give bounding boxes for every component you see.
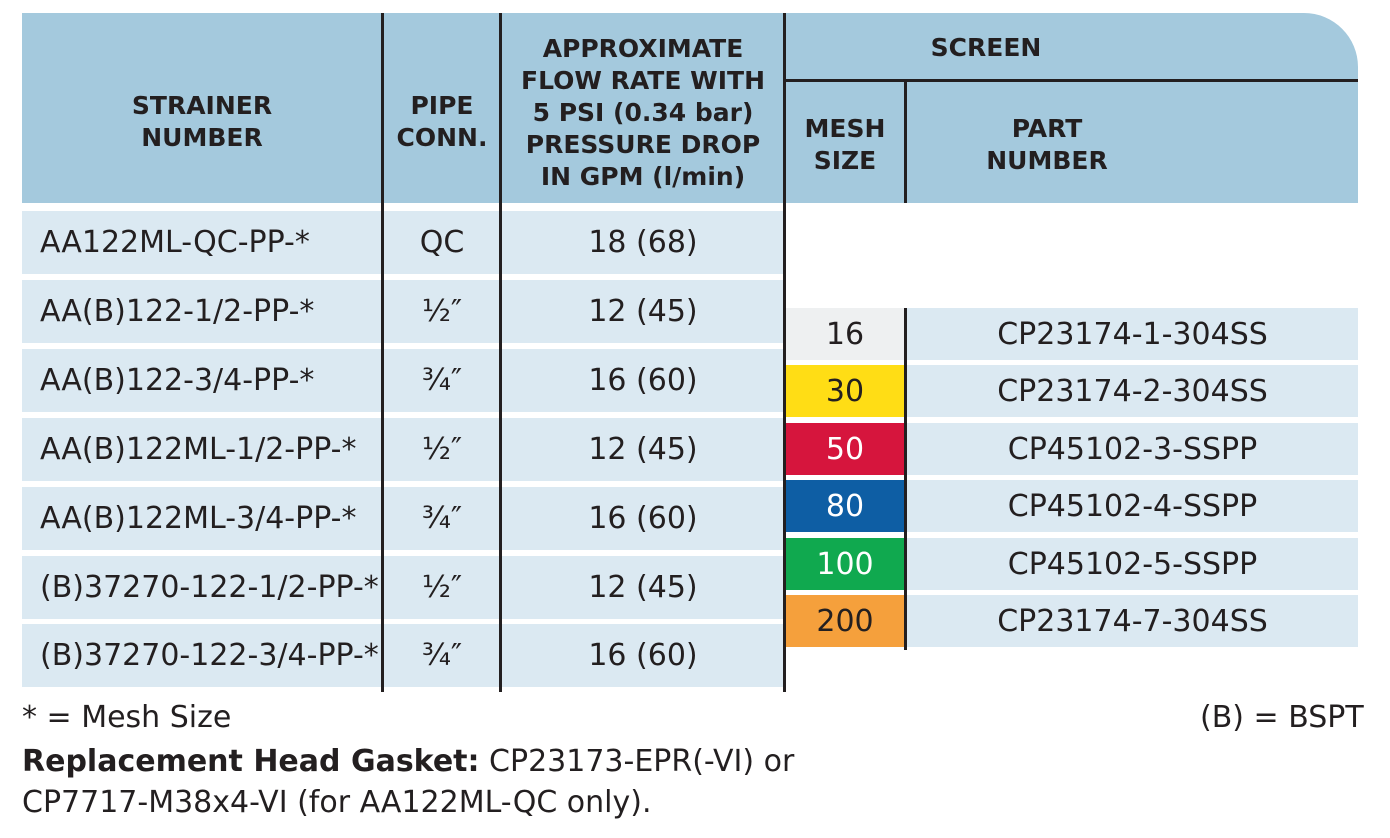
header-strainer-number: STRAINER NUMBER (131, 91, 273, 152)
flow-rate-cell: 16 (60) (588, 638, 698, 673)
table-row: (B)37270-122-1/2-PP-* ½″ 12 (45) (22, 556, 784, 619)
table-row: AA(B)122ML-3/4-PP-* ¾″ 16 (60) (22, 487, 784, 550)
pipe-conn-cell: QC (419, 225, 465, 260)
pipe-conn-cell: ½″ (421, 294, 463, 329)
part-number-cell: CP45102-3-SSPP (907, 423, 1358, 475)
part-number-cell: CP23174-2-304SS (907, 365, 1358, 417)
mesh-size-swatch: 16 (786, 308, 904, 360)
header-pipe-conn: PIPE CONN. (396, 91, 488, 152)
pipe-conn-cell: ½″ (421, 570, 463, 605)
strainer-number-cell: AA(B)122-3/4-PP-* (40, 363, 315, 398)
header-flow-rate: APPROXIMATE FLOW RATE WITH 5 PSI (0.34 b… (521, 33, 765, 191)
table-row: AA(B)122-3/4-PP-* ¾″ 16 (60) (22, 349, 784, 412)
screen-row: 100 CP45102-5-SSPP (786, 538, 1358, 590)
table-row: (B)37270-122-3/4-PP-* ¾″ 16 (60) (22, 624, 784, 687)
strainer-number-cell: (B)37270-122-3/4-PP-* (40, 638, 379, 673)
table-header (22, 13, 1358, 203)
mesh-size-swatch: 30 (786, 365, 904, 417)
strainer-number-cell: AA122ML-QC-PP-* (40, 225, 310, 260)
mesh-size-swatch: 80 (786, 480, 904, 532)
strainer-number-cell: AA(B)122ML-3/4-PP-* (40, 501, 357, 536)
gasket-text: CP23173-EPR(-VI) or (479, 744, 795, 779)
mesh-size-swatch: 200 (786, 595, 904, 647)
header-screen: SCREEN (930, 33, 1042, 62)
flow-rate-cell: 12 (45) (588, 432, 698, 467)
part-number-cell: CP23174-1-304SS (907, 308, 1358, 360)
column-divider (904, 81, 907, 203)
table-row: AA(B)122ML-1/2-PP-* ½″ 12 (45) (22, 418, 784, 481)
flow-rate-cell: 16 (60) (588, 363, 698, 398)
screen-row: 80 CP45102-4-SSPP (786, 480, 1358, 532)
pipe-conn-cell: ¾″ (421, 501, 463, 536)
screen-row: 30 CP23174-2-304SS (786, 365, 1358, 417)
screen-header-divider (786, 79, 1358, 82)
header-part-number: PART NUMBER (986, 114, 1108, 175)
pipe-conn-cell: ¾″ (421, 638, 463, 673)
bspt-note: (B) = BSPT (1200, 700, 1364, 735)
column-divider (381, 13, 384, 692)
part-number-cell: CP45102-5-SSPP (907, 538, 1358, 590)
flow-rate-cell: 12 (45) (588, 570, 698, 605)
gasket-label: Replacement Head Gasket: (22, 744, 480, 779)
screen-row: 16 CP23174-1-304SS (786, 308, 1358, 360)
column-divider (499, 13, 502, 692)
table-row: AA122ML-QC-PP-* QC 18 (68) (22, 211, 784, 274)
header-mesh-size: MESH SIZE (804, 114, 886, 175)
gasket-note-line2: CP7717-M38x4-VI (for AA122ML-QC only). (22, 785, 652, 820)
pipe-conn-cell: ½″ (421, 432, 463, 467)
flow-rate-cell: 16 (60) (588, 501, 698, 536)
table-row: AA(B)122-1/2-PP-* ½″ 12 (45) (22, 280, 784, 343)
column-divider (904, 308, 907, 650)
strainer-number-cell: (B)37270-122-1/2-PP-* (40, 570, 379, 605)
strainer-number-cell: AA(B)122-1/2-PP-* (40, 294, 315, 329)
part-number-cell: CP23174-7-304SS (907, 595, 1358, 647)
gasket-note: Replacement Head Gasket: CP23173-EPR(-VI… (22, 744, 794, 779)
pipe-conn-cell: ¾″ (421, 363, 463, 398)
screen-row: 50 CP45102-3-SSPP (786, 423, 1358, 475)
mesh-size-swatch: 50 (786, 423, 904, 475)
screen-row: 200 CP23174-7-304SS (786, 595, 1358, 647)
mesh-size-note: * = Mesh Size (22, 700, 232, 735)
mesh-size-swatch: 100 (786, 538, 904, 590)
strainer-number-cell: AA(B)122ML-1/2-PP-* (40, 432, 357, 467)
column-divider (783, 13, 786, 692)
flow-rate-cell: 12 (45) (588, 294, 698, 329)
part-number-cell: CP45102-4-SSPP (907, 480, 1358, 532)
flow-rate-cell: 18 (68) (588, 225, 698, 260)
